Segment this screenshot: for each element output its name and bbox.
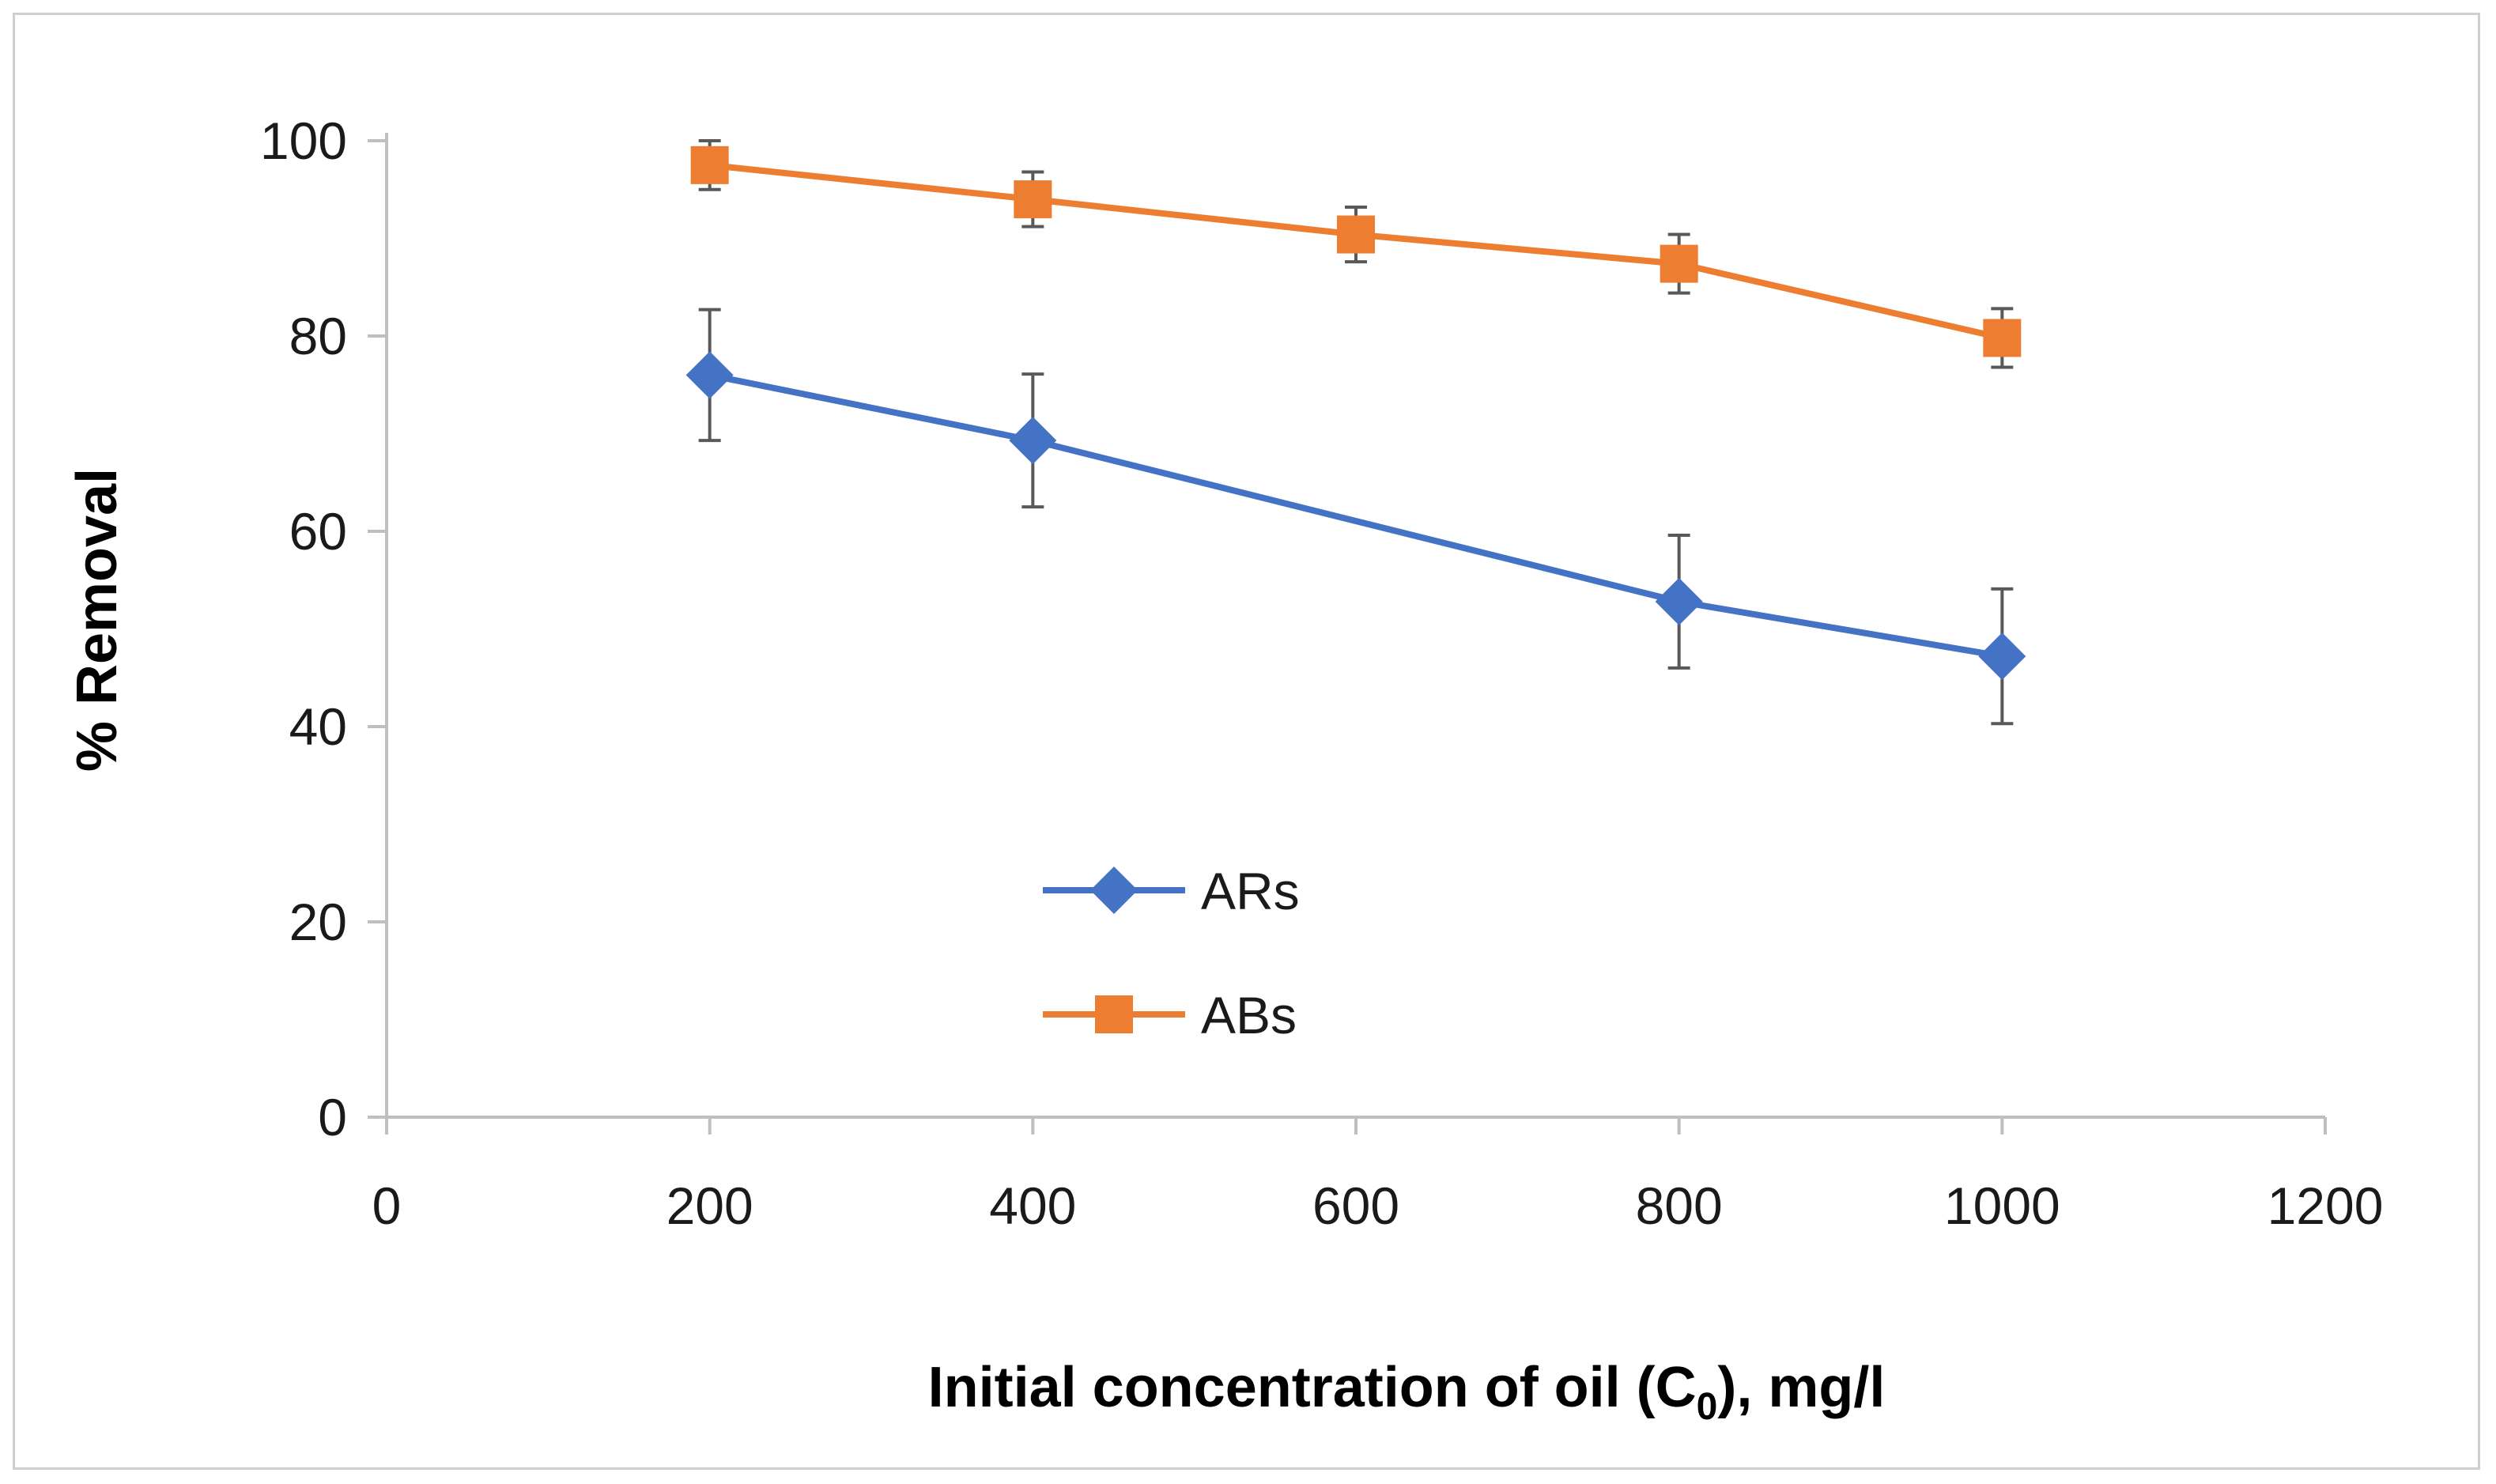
series-line-ARs bbox=[708, 372, 2003, 660]
y-tick-label: 40 bbox=[289, 697, 347, 756]
y-tick-label: 20 bbox=[289, 893, 347, 951]
data-point-ABs bbox=[1014, 180, 1052, 219]
x-axis-title-tail: ), mg/l bbox=[1717, 1356, 1885, 1419]
legend-entry-ABs: ABs bbox=[1043, 986, 1297, 1044]
series-ARs bbox=[685, 308, 2026, 726]
x-tick-label: 1000 bbox=[1944, 1176, 2060, 1235]
data-point-ARs bbox=[1655, 577, 1703, 625]
legend-marker bbox=[1095, 995, 1133, 1033]
x-axis-title-subscript: 0 bbox=[1697, 1386, 1718, 1428]
series-ABs bbox=[690, 139, 2022, 369]
x-axis-title: Initial concentration of oil (C0), mg/l bbox=[928, 1356, 1886, 1428]
x-tick-label: 600 bbox=[1312, 1176, 1399, 1235]
data-point-ABs bbox=[690, 145, 729, 184]
x-tick-label: 0 bbox=[372, 1176, 402, 1235]
data-point-ARs bbox=[1009, 417, 1057, 465]
series bbox=[685, 139, 2026, 726]
x-tick-label: 1200 bbox=[2268, 1176, 2384, 1235]
x-tick-label: 200 bbox=[666, 1176, 753, 1235]
x-tick-label: 400 bbox=[989, 1176, 1076, 1235]
data-point-ABs bbox=[1983, 319, 2022, 357]
data-point-ARs bbox=[1978, 632, 2026, 681]
y-tick-label: 80 bbox=[289, 307, 347, 365]
data-point-ARs bbox=[685, 351, 734, 399]
legend-label: ABs bbox=[1201, 986, 1297, 1044]
y-axis-title: % Removal bbox=[66, 468, 129, 772]
y-tick-label: 0 bbox=[318, 1088, 347, 1146]
chart-frame: 0 20 40 60 80 100 0 200 400 600 800 1000 1200 ARs ABs… bbox=[13, 13, 2480, 1470]
legend: ARs ABs bbox=[1043, 862, 1300, 1044]
x-axis-title-main: Initial concentration of oil (C bbox=[928, 1356, 1697, 1419]
y-tick-label: 60 bbox=[289, 502, 347, 561]
y-tick-label: 100 bbox=[260, 111, 347, 170]
legend-marker bbox=[1090, 867, 1138, 914]
legend-entry-ARs: ARs bbox=[1043, 862, 1300, 920]
data-point-ABs bbox=[1337, 215, 1375, 254]
x-tick-label: 800 bbox=[1636, 1176, 1723, 1235]
data-point-ABs bbox=[1660, 244, 1698, 283]
axes bbox=[368, 133, 2327, 1135]
legend-label: ARs bbox=[1201, 862, 1300, 920]
